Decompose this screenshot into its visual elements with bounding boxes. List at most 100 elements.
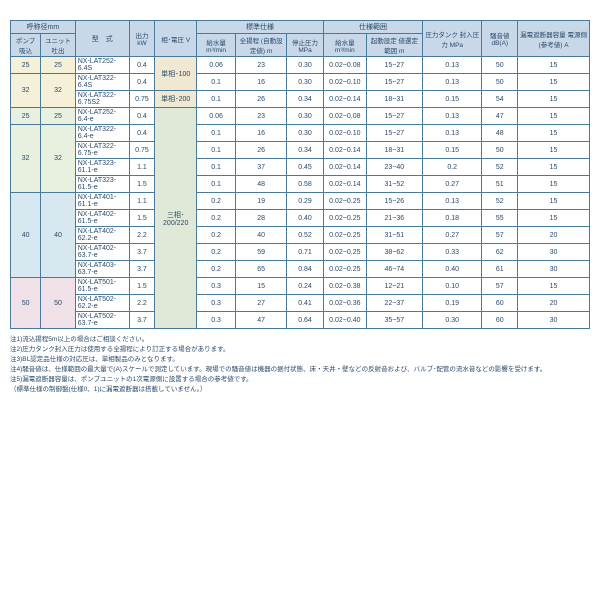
cell-model: NX-LAT402-63.7-e (75, 244, 129, 261)
cell-stop: 0.45 (287, 159, 324, 176)
cell-headrange: 21~36 (366, 210, 422, 227)
cell-tank: 0.40 (423, 261, 482, 278)
cell-headrange: 23~40 (366, 159, 422, 176)
cell-headrange: 15~27 (366, 57, 422, 74)
cell-stop: 0.24 (287, 278, 324, 295)
th-std: 標準仕様 (197, 21, 324, 34)
cell-flow: 0.3 (197, 278, 236, 295)
cell-breaker: 15 (518, 159, 590, 176)
cell-flow: 0.2 (197, 193, 236, 210)
cell-discharge: 25 (41, 108, 76, 125)
cell-flowrange: 0.02~0.14 (323, 176, 366, 193)
cell-head: 15 (236, 278, 287, 295)
cell-stop: 0.71 (287, 244, 324, 261)
cell-stop: 0.52 (287, 227, 324, 244)
cell-flowrange: 0.02~0.25 (323, 244, 366, 261)
cell-head: 40 (236, 227, 287, 244)
cell-headrange: 18~31 (366, 142, 422, 159)
cell-noise: 50 (482, 74, 518, 91)
cell-head: 16 (236, 74, 287, 91)
cell-stop: 0.30 (287, 57, 324, 74)
cell-noise: 60 (482, 312, 518, 329)
cell-headrange: 46~74 (366, 261, 422, 278)
cell-head: 28 (236, 210, 287, 227)
cell-kw: 0.75 (129, 142, 155, 159)
cell-flowrange: 0.02~0.14 (323, 159, 366, 176)
cell-headrange: 15~27 (366, 125, 422, 142)
cell-flow: 0.1 (197, 159, 236, 176)
cell-flowrange: 0.02~0.25 (323, 227, 366, 244)
note-line: 注1)流込揚程5m以上の場合はご相談ください。 (10, 335, 590, 344)
cell-tank: 0.13 (423, 74, 482, 91)
cell-breaker: 30 (518, 312, 590, 329)
cell-noise: 62 (482, 244, 518, 261)
th-head: 全揚程 (自動設定値) m (236, 34, 287, 57)
cell-model: NX-LAT502-62.2-e (75, 295, 129, 312)
cell-headrange: 31~52 (366, 176, 422, 193)
cell-flow: 0.1 (197, 176, 236, 193)
cell-noise: 51 (482, 176, 518, 193)
th-breaker: 漏電遮断器容量 電源側(参考値) A (518, 21, 590, 57)
cell-flowrange: 0.02~0.40 (323, 312, 366, 329)
cell-head: 27 (236, 295, 287, 312)
cell-model: NX-LAT322-6.4S (75, 74, 129, 91)
cell-noise: 50 (482, 57, 518, 74)
note-line: 注4)騒音値は、仕様範囲の最大量で(A)スケールで測定しています。現場での騒音値… (10, 365, 590, 374)
cell-headrange: 18~31 (366, 91, 422, 108)
cell-head: 59 (236, 244, 287, 261)
cell-flowrange: 0.02~0.08 (323, 57, 366, 74)
cell-flowrange: 0.02~0.14 (323, 142, 366, 159)
th-model: 型 式 (75, 21, 129, 57)
cell-noise: 57 (482, 227, 518, 244)
cell-noise: 52 (482, 193, 518, 210)
cell-tank: 0.2 (423, 159, 482, 176)
cell-tank: 0.15 (423, 91, 482, 108)
cell-head: 47 (236, 312, 287, 329)
cell-breaker: 15 (518, 74, 590, 91)
th-dia: 呼称径mm (11, 21, 76, 34)
th-power: 出力 kW (129, 21, 155, 57)
cell-noise: 57 (482, 278, 518, 295)
table-row: 2525NX-LAT252-6.4S0.4単相･1000.06230.300.0… (11, 57, 590, 74)
cell-tank: 0.13 (423, 193, 482, 210)
cell-flow: 0.2 (197, 261, 236, 278)
cell-flowrange: 0.02~0.25 (323, 261, 366, 278)
cell-suction: 50 (11, 278, 41, 329)
cell-flowrange: 0.02~0.38 (323, 278, 366, 295)
notes: 注1)流込揚程5m以上の場合はご相談ください。注2)圧力タンク封入圧力は使用する… (10, 335, 590, 395)
cell-flow: 0.06 (197, 57, 236, 74)
cell-tank: 0.27 (423, 176, 482, 193)
cell-headrange: 31~51 (366, 227, 422, 244)
cell-flow: 0.2 (197, 244, 236, 261)
cell-suction: 40 (11, 193, 41, 278)
th-noise: 騒音値 dB(A) (482, 21, 518, 57)
cell-suction: 25 (11, 108, 41, 125)
table-row: NX-LAT502-62.2-e2.20.3270.410.02~0.3622~… (11, 295, 590, 312)
cell-headrange: 22~37 (366, 295, 422, 312)
cell-flow: 0.1 (197, 74, 236, 91)
cell-noise: 52 (482, 159, 518, 176)
table-row: NX-LAT403-63.7-e3.70.2650.840.02~0.2546~… (11, 261, 590, 278)
cell-flowrange: 0.02~0.14 (323, 91, 366, 108)
cell-phase: 三相･200/220 (155, 108, 197, 329)
th-flow2: 給水量 m³/min (323, 34, 366, 57)
cell-kw: 1.5 (129, 278, 155, 295)
th-range: 仕様範囲 (323, 21, 422, 34)
cell-head: 37 (236, 159, 287, 176)
cell-stop: 0.34 (287, 91, 324, 108)
cell-stop: 0.30 (287, 125, 324, 142)
cell-tank: 0.19 (423, 295, 482, 312)
cell-model: NX-LAT402-61.5-e (75, 210, 129, 227)
cell-flow: 0.1 (197, 142, 236, 159)
cell-breaker: 15 (518, 91, 590, 108)
cell-headrange: 38~62 (366, 244, 422, 261)
cell-headrange: 15~27 (366, 108, 422, 125)
cell-breaker: 15 (518, 57, 590, 74)
cell-flowrange: 0.02~0.25 (323, 193, 366, 210)
cell-stop: 0.34 (287, 142, 324, 159)
cell-tank: 0.30 (423, 312, 482, 329)
cell-kw: 0.4 (129, 57, 155, 74)
cell-model: NX-LAT501-61.5-e (75, 278, 129, 295)
cell-noise: 55 (482, 210, 518, 227)
cell-flow: 0.3 (197, 312, 236, 329)
